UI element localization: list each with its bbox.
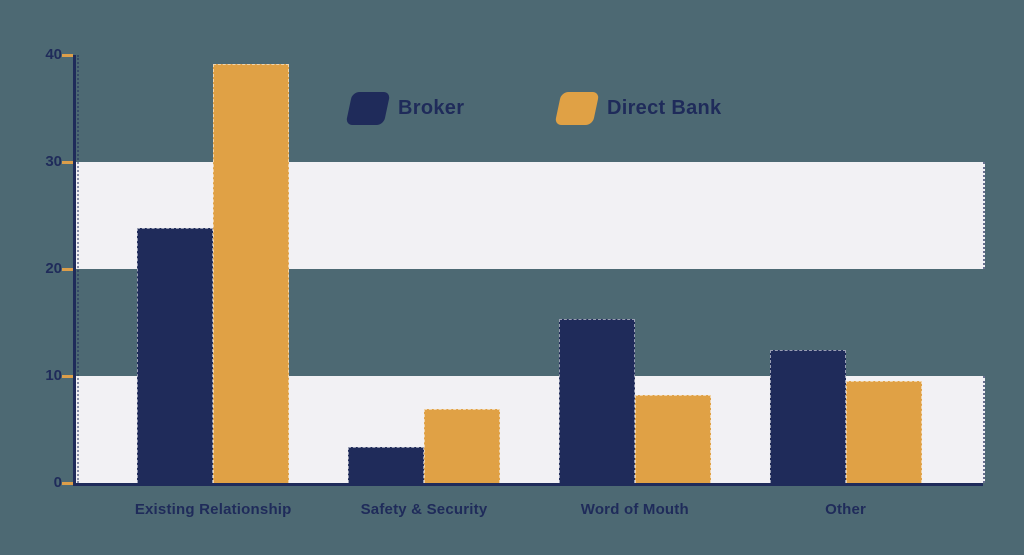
bar-direct-bank-existing-relationship — [213, 63, 290, 483]
bar-broker-safety-security — [348, 446, 424, 483]
legend-label-direct-bank: Direct Bank — [607, 96, 722, 119]
bar-broker-other — [769, 350, 846, 483]
bar-direct-bank-word-of-mouth — [634, 395, 711, 483]
x-axis-line — [73, 483, 983, 486]
legend-label-broker: Broker — [398, 96, 465, 119]
y-tick-30 — [62, 161, 73, 164]
y-tick-label-30: 30 — [45, 153, 62, 170]
y-tick-20 — [62, 268, 73, 271]
y-tick-label-0: 0 — [53, 474, 62, 491]
axis-dashed-guide — [77, 55, 79, 483]
y-tick-10 — [62, 375, 73, 378]
y-tick-label-10: 10 — [45, 367, 62, 384]
bar-broker-word-of-mouth — [558, 319, 635, 483]
x-axis-label-other: Other — [825, 501, 867, 518]
bar-broker-existing-relationship — [137, 228, 214, 483]
plot-area: 0 10 20 30 40 Existing Relationship Safety & … — [45, 46, 985, 518]
bar-direct-bank-other — [845, 381, 922, 483]
x-axis-label-existing-relationship: Existing Relationship — [134, 501, 292, 518]
y-axis-line — [73, 55, 76, 486]
y-tick-label-40: 40 — [45, 46, 62, 63]
legend-item-broker: Broker — [345, 91, 465, 125]
y-tick-0 — [62, 482, 73, 485]
y-tick-label-20: 20 — [45, 260, 62, 277]
legend-item-direct-bank: Direct Bank — [554, 91, 722, 125]
y-tick-40 — [62, 54, 73, 57]
x-axis-label-word-of-mouth: Word of Mouth — [580, 501, 689, 518]
bar-direct-bank-safety-security — [424, 409, 500, 483]
x-axis-label-safety-security: Safety & Security — [360, 501, 488, 518]
